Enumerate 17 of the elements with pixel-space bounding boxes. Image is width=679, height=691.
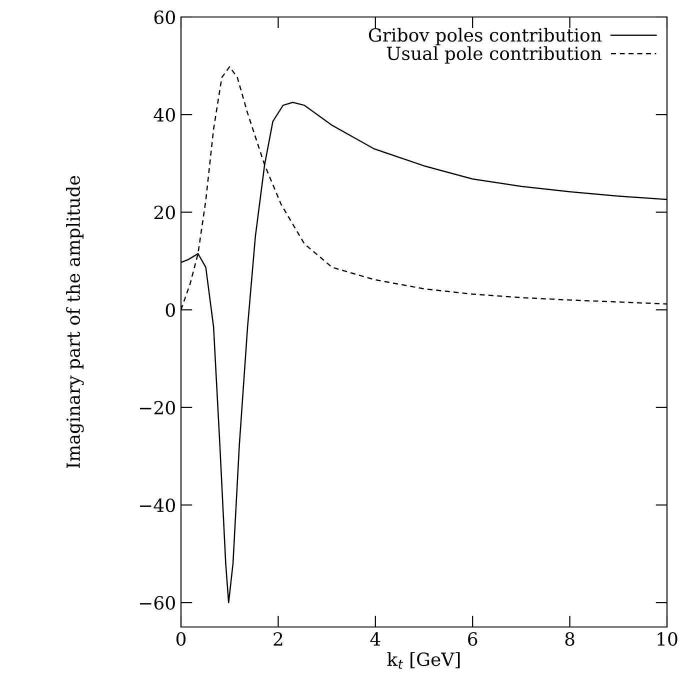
x-tick-label: 2 xyxy=(274,632,282,646)
y-tick-label: −60 xyxy=(140,596,175,610)
y-tick-label: −40 xyxy=(140,498,175,512)
legend-label: Usual pole contribution xyxy=(386,46,602,64)
y-axis-title: Imaginary part of the amplitude xyxy=(66,176,84,468)
y-tick-label: 20 xyxy=(154,206,175,220)
x-tick-label: 6 xyxy=(468,632,478,646)
y-tick-label: 0 xyxy=(166,303,175,317)
y-tick-label: 40 xyxy=(154,108,175,122)
y-tick-label: 60 xyxy=(154,10,175,24)
x-tick-label: 0 xyxy=(176,632,186,646)
x-tick-label: 8 xyxy=(565,632,574,646)
y-tick-label: −20 xyxy=(140,400,175,415)
x-axis-title: k$_{t}$ [GeV] xyxy=(387,652,460,669)
x-tick-label: 10 xyxy=(658,632,678,646)
x-tick-label: 4 xyxy=(370,632,380,646)
legend-label: Gribov poles contribution xyxy=(368,28,602,46)
